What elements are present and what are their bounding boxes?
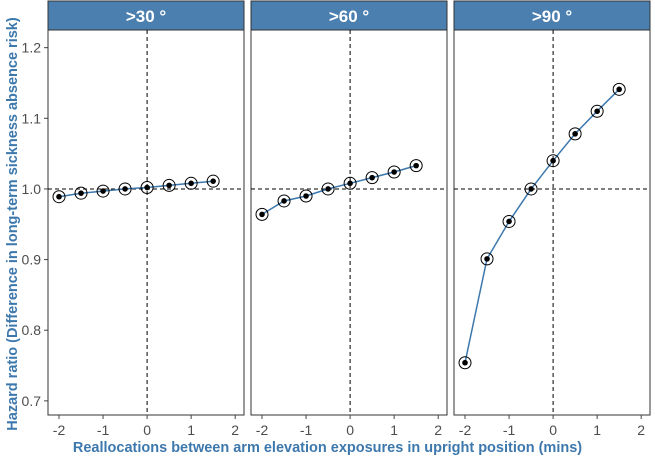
y-tick-label: 1.2 <box>22 40 42 56</box>
data-point-ring <box>184 176 198 190</box>
data-point-ring <box>299 189 313 203</box>
x-tick-label: 2 <box>434 422 442 438</box>
y-tick-label: 1.0 <box>22 181 42 197</box>
data-point-ring <box>568 127 582 141</box>
data-point-ring <box>524 182 538 196</box>
y-tick-label: 0.9 <box>22 252 42 268</box>
x-tick-label: -2 <box>53 422 66 438</box>
data-point <box>166 182 172 189</box>
panel-border <box>250 29 448 416</box>
x-tick-label: 0 <box>346 422 354 438</box>
x-tick-label: 1 <box>593 422 601 438</box>
data-point <box>347 180 353 187</box>
data-point <box>122 186 128 192</box>
data-point <box>100 188 106 194</box>
data-point <box>462 359 468 366</box>
facet-title: >90 ° <box>532 7 573 26</box>
data-point <box>56 193 62 200</box>
series-line <box>464 88 620 363</box>
y-axis-label: Hazard ratio (Difference in long-term si… <box>5 17 21 431</box>
panel-border <box>453 29 651 416</box>
panel-border <box>47 29 245 416</box>
series-line <box>261 164 417 216</box>
data-point <box>594 108 600 115</box>
facet-strip <box>250 0 448 31</box>
x-tick-label: 1 <box>390 422 398 438</box>
y-tick-label: 0.8 <box>22 322 42 338</box>
x-tick-label: 0 <box>549 422 557 438</box>
data-point-ring <box>52 190 66 204</box>
facet-title: >60 ° <box>329 7 370 26</box>
data-point-ring <box>74 186 88 200</box>
x-tick-label: -2 <box>459 422 472 438</box>
facet-strip <box>453 0 651 31</box>
data-point <box>188 180 194 187</box>
data-point <box>281 198 287 204</box>
x-tick-label: 1 <box>187 422 195 438</box>
data-point <box>391 169 397 175</box>
data-point <box>572 131 578 137</box>
series-line <box>58 180 214 198</box>
data-point-ring <box>118 182 132 196</box>
x-tick-label: 2 <box>231 422 239 438</box>
data-point <box>78 190 84 196</box>
x-tick-label: 0 <box>143 422 151 438</box>
data-point <box>369 174 375 181</box>
data-point-ring <box>365 171 379 185</box>
data-point <box>210 178 216 184</box>
data-point <box>506 218 512 225</box>
data-point-ring <box>206 174 220 188</box>
data-point <box>550 157 556 164</box>
x-tick-label: -2 <box>256 422 269 438</box>
data-point-ring <box>277 194 291 208</box>
data-point-ring <box>480 252 494 266</box>
data-point-ring <box>343 176 357 190</box>
data-point-ring <box>409 159 423 173</box>
y-tick-label: 1.1 <box>22 110 42 126</box>
data-point <box>484 256 490 262</box>
data-point <box>144 184 150 191</box>
data-point-ring <box>96 184 110 198</box>
data-point-ring <box>590 104 604 118</box>
data-point <box>616 86 622 93</box>
data-point-ring <box>255 207 269 221</box>
x-tick-label: -1 <box>97 422 110 438</box>
data-point-ring <box>546 154 560 168</box>
facet-title: >30 ° <box>126 7 167 26</box>
data-point-ring <box>162 178 176 192</box>
data-point <box>413 162 419 169</box>
y-tick-label: 0.7 <box>22 393 42 409</box>
data-point-ring <box>387 165 401 179</box>
data-point <box>303 193 309 199</box>
data-point-ring <box>502 214 516 228</box>
data-point <box>325 186 331 192</box>
data-point-ring <box>458 356 472 370</box>
data-point <box>528 186 534 192</box>
x-axis-label: Reallocations between arm elevation expo… <box>72 440 583 456</box>
data-point <box>259 211 265 218</box>
data-point-ring <box>612 82 626 96</box>
x-tick-label: -1 <box>503 422 516 438</box>
x-tick-label: 2 <box>637 422 645 438</box>
x-tick-label: -1 <box>300 422 313 438</box>
data-point-ring <box>321 182 335 196</box>
data-point-ring <box>140 181 154 195</box>
